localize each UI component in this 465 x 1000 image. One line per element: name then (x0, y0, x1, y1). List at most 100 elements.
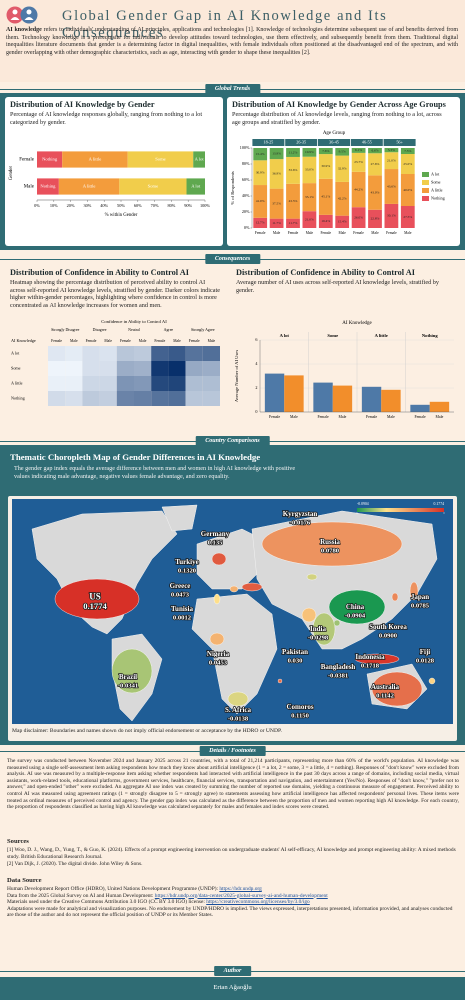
country-value: 0.0780 (321, 548, 340, 555)
x-tick-label: Male (290, 415, 298, 419)
group-header (252, 139, 285, 146)
bar-segment (286, 156, 300, 184)
bar-segment (400, 206, 415, 228)
value-label: 6.1% (355, 148, 362, 152)
heat-cell (151, 376, 169, 391)
value-label: 6.6% (371, 148, 378, 152)
ribbon: Details / Footnotes (0, 746, 465, 756)
bar-segment (318, 214, 333, 228)
x-tick-label: Female (386, 231, 397, 235)
map-disclaimer: Map disclaimer: Boundaries and names sho… (12, 728, 282, 734)
value-label: 33.0% (305, 168, 314, 172)
legend-swatch (422, 196, 429, 201)
country-value: 0.0453 (209, 660, 228, 667)
heat-cell (202, 376, 220, 391)
bar-segment (186, 178, 205, 195)
country-name: China (346, 603, 365, 611)
y-tick-label: 100% (240, 145, 250, 150)
value-label: 9.5% (339, 150, 346, 154)
link[interactable]: https://hdr.undp.org/data-center/2025-gl… (154, 892, 328, 899)
bar-segment (351, 171, 366, 208)
data-source: Human Development Report Office (HDRO), … (7, 886, 459, 919)
x-tick-label: 60% (134, 203, 142, 208)
x-tick-label: Female (321, 231, 332, 235)
bar-segment (193, 151, 205, 168)
heat-cell (168, 346, 186, 361)
x-tick-label: Female (189, 339, 200, 343)
chart: 0 2 4 6 Average Number of AI Uses AI Knowledg… (234, 321, 454, 419)
bar-segment (286, 148, 300, 157)
land (196, 528, 263, 590)
group-title: Age Group (323, 131, 346, 136)
country (111, 648, 153, 694)
heat-cell (168, 391, 186, 406)
chart-description: Heatmap showing the percentage distribut… (10, 279, 220, 309)
heat-cell (65, 361, 83, 376)
bar (313, 382, 333, 412)
y-tick-label: 20% (242, 209, 250, 214)
x-tick-label: Male (306, 231, 314, 235)
ribbon: Consequences (0, 254, 465, 264)
group-label: A little (375, 333, 388, 338)
x-axis-label: % within Gender (105, 213, 138, 218)
value-label: 40.0% (403, 188, 412, 192)
link[interactable]: https://hdr.undp.org (219, 886, 262, 892)
chart-title: Distribution of Confidence in Ability to… (236, 268, 415, 277)
legend-label: Nothing (431, 195, 446, 200)
value-label: 5.3% (388, 148, 395, 152)
bar-segment (335, 148, 350, 156)
chart-title: Thematic Choropleth Map of Gender Differ… (10, 452, 261, 462)
group-label: 56+ (396, 139, 403, 144)
country (391, 592, 399, 602)
heat-cell (116, 346, 134, 361)
bar-segment (318, 148, 333, 155)
y-tick-label: 6 (255, 337, 257, 342)
bar-segment (253, 160, 268, 186)
heat-cell (48, 346, 66, 361)
chart-description: The gender gap index equals the average … (14, 465, 296, 480)
bar (264, 373, 285, 412)
bar-segment (269, 218, 284, 228)
value-label: 11.7% (272, 221, 281, 225)
land (161, 504, 198, 532)
value-label: 26.0% (354, 215, 363, 219)
heat-cell (48, 391, 66, 406)
sources-title: Sources (7, 838, 29, 845)
bar-segment (37, 151, 63, 168)
heat-cell (65, 346, 83, 361)
group-header (350, 139, 383, 146)
intro: AI knowledge refers to individuals' unde… (6, 27, 458, 57)
country (312, 612, 336, 646)
link[interactable]: https://creativecommons.org/licenses/by/… (206, 899, 310, 906)
segment-label: Some (148, 184, 158, 189)
x-tick-label: Female (269, 415, 280, 419)
bar-segment (400, 148, 415, 154)
country-value: 0.0473 (171, 592, 190, 599)
ribbon: Global Trends (0, 84, 465, 94)
bar-segment (335, 155, 350, 182)
country (209, 632, 225, 646)
group-label: 26-35 (296, 139, 306, 144)
data-source-line: Human Development Report Office (HDRO), … (7, 886, 459, 893)
group-header (285, 139, 318, 146)
bar-segment (269, 188, 284, 219)
group-title: AI Knowledge (342, 321, 372, 326)
x-tick-label: 0% (34, 203, 40, 208)
ribbon-label: Consequences (204, 254, 261, 264)
chart-description: Percentage distribution of AI knowledge … (232, 111, 442, 126)
x-tick-label: 100% (200, 203, 210, 208)
country-name: Indonesia (355, 653, 385, 661)
group-header (318, 139, 350, 146)
page-title: Global Gender Gap in AI Knowledge and It… (62, 8, 388, 41)
bar-segment (351, 207, 366, 228)
x-tick-label: Female (366, 415, 377, 419)
country (333, 619, 341, 627)
bar-segment (253, 217, 268, 228)
country-name: India (310, 625, 326, 633)
value-label: 15.4% (338, 220, 347, 224)
country-name: Australia (371, 683, 400, 691)
heat-cell (151, 346, 169, 361)
source: [1] Woo, D. J., Wang, D., Yung, T., & Gu… (7, 847, 456, 860)
details-text: The survey was conducted between Novembe… (7, 758, 459, 811)
value-label: 41.0% (256, 199, 265, 203)
